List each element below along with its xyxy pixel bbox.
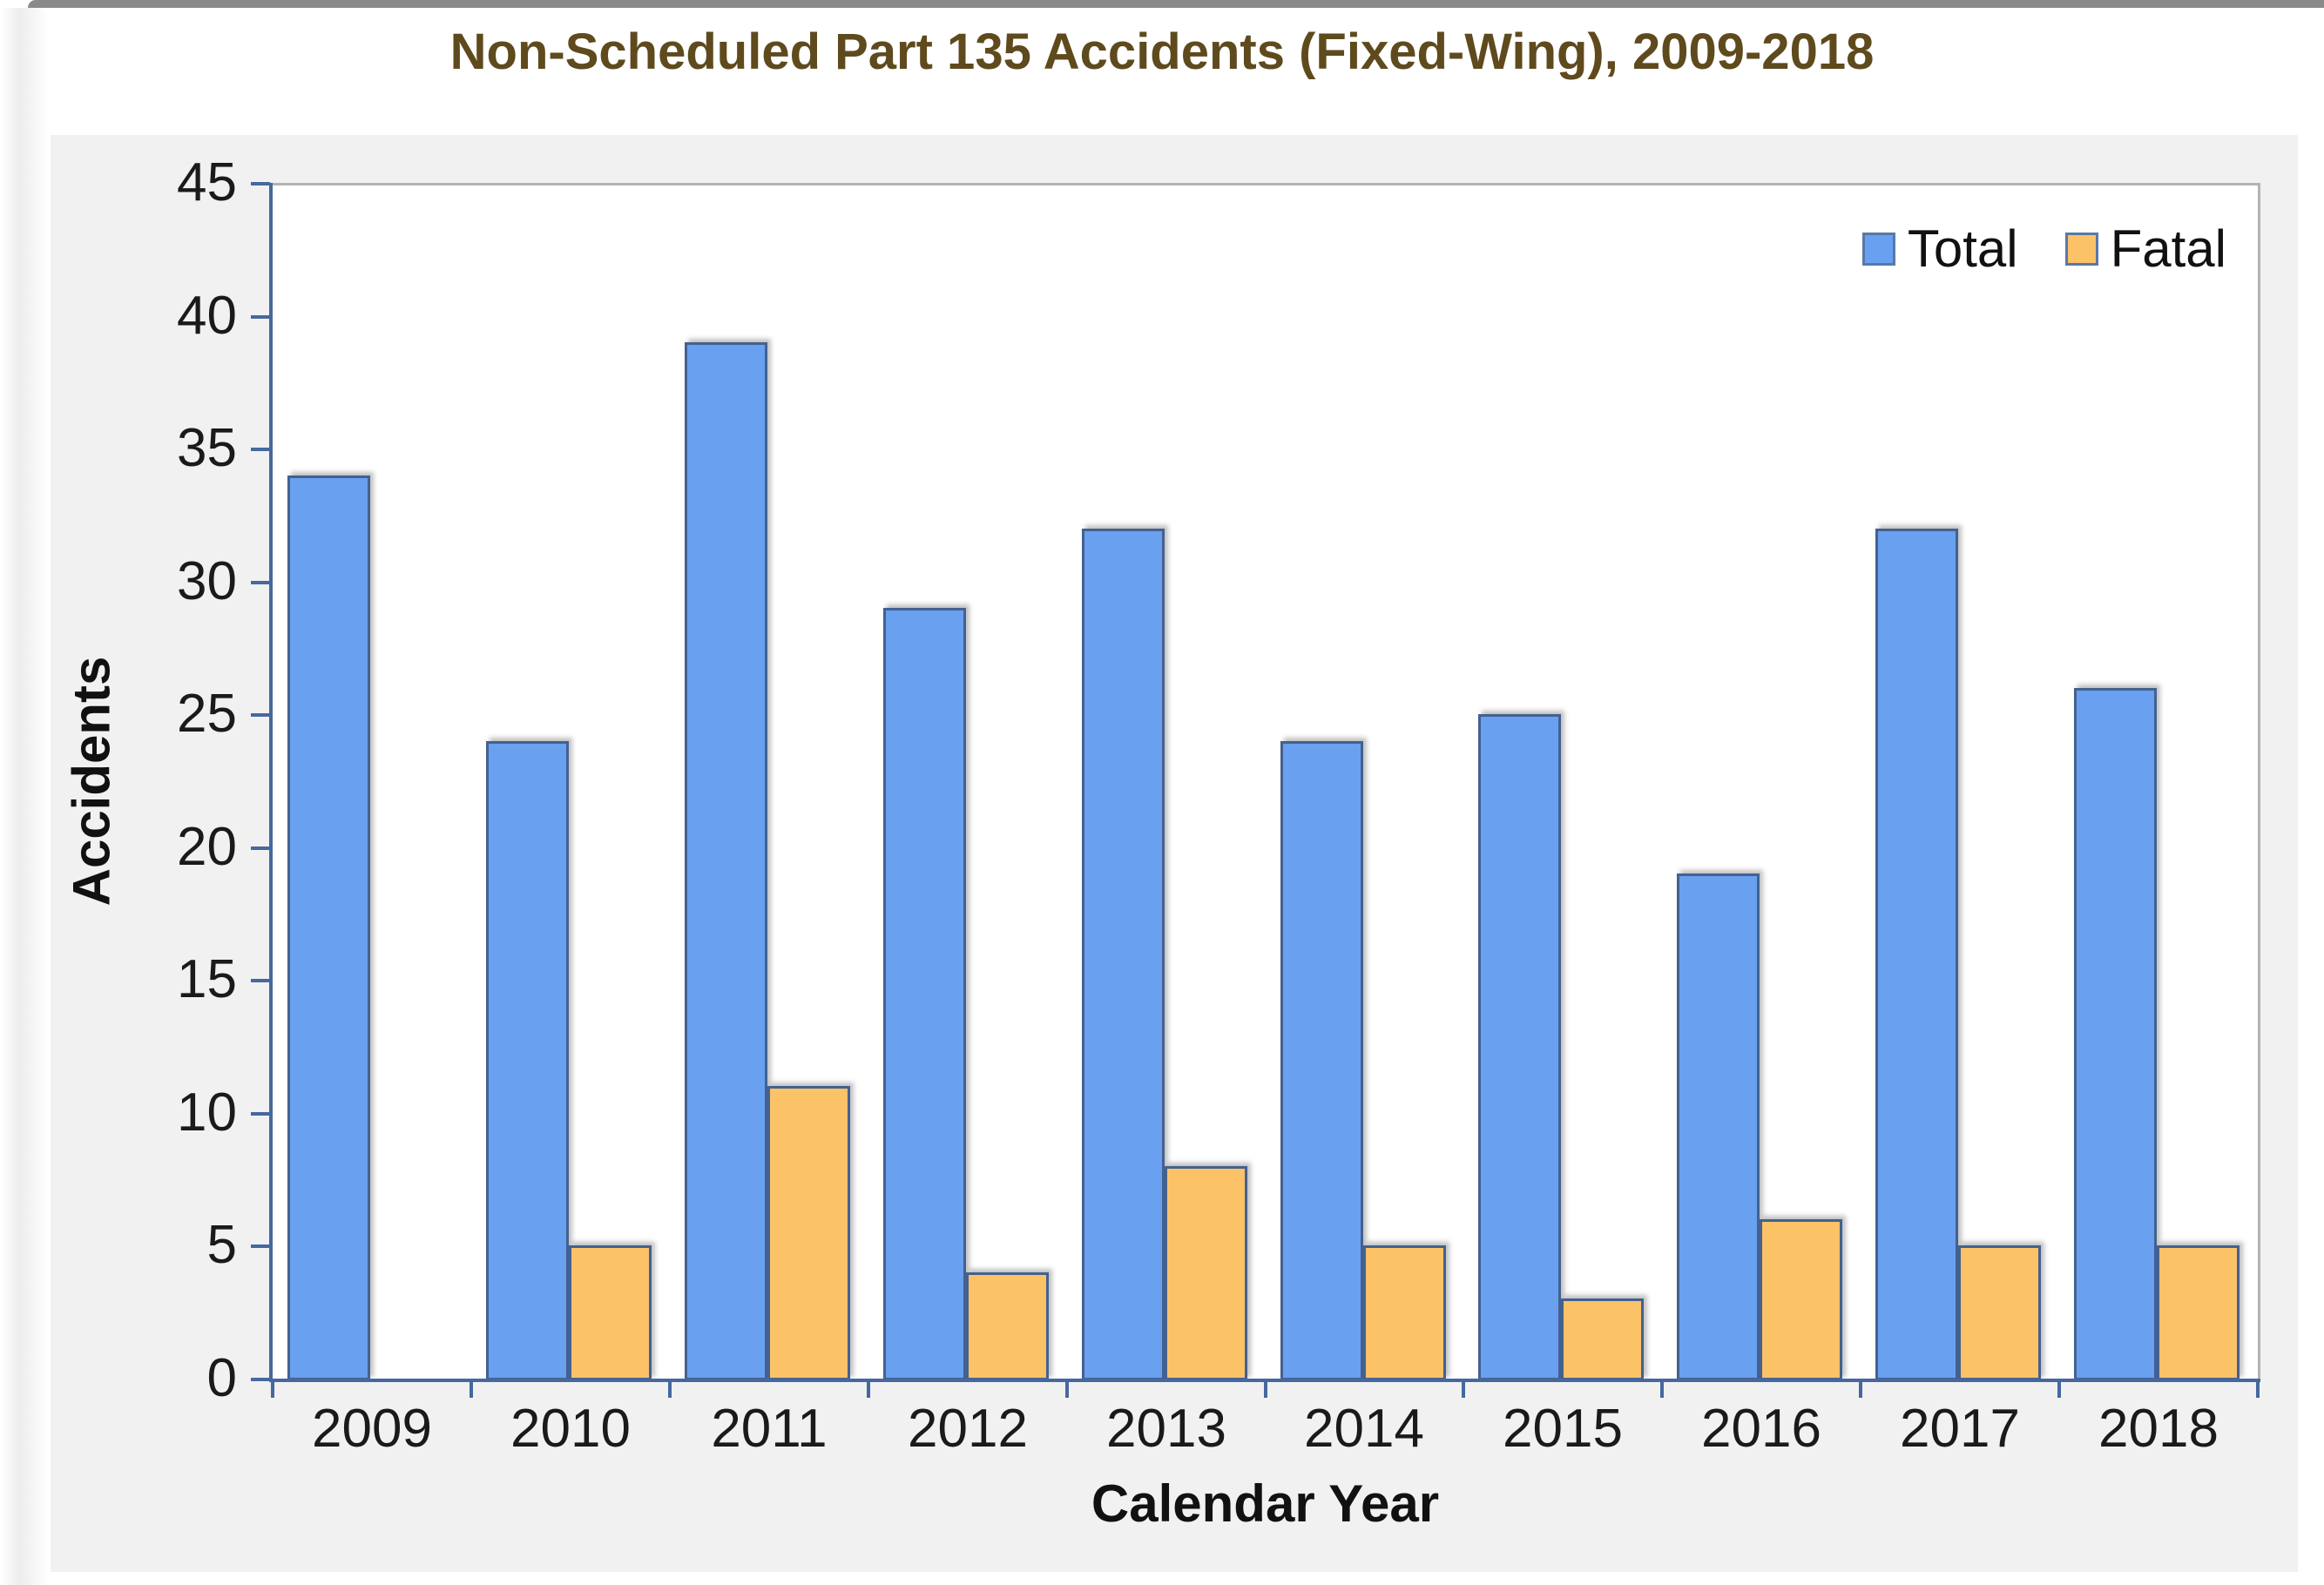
y-tick-mark (251, 314, 270, 319)
x-axis-title: Calendar Year (1091, 1474, 1440, 1533)
x-tick-mark (271, 1380, 274, 1398)
legend-item-fatal: Fatal (2064, 219, 2226, 279)
bar-fatal-2014 (1363, 1245, 1446, 1380)
bar-fatal-2012 (966, 1272, 1049, 1380)
y-tick-label: 40 (177, 285, 237, 346)
y-tick-mark (251, 846, 270, 850)
plot-right-border (2258, 183, 2260, 1381)
y-tick-mark (251, 1244, 270, 1249)
window-top-strip (28, 0, 2324, 8)
y-tick-label: 45 (177, 152, 237, 212)
y-tick-mark (251, 580, 270, 584)
bar-total-2011 (685, 342, 767, 1380)
y-tick-mark (251, 979, 270, 983)
bar-total-2012 (883, 608, 966, 1380)
bar-fatal-2018 (2157, 1245, 2240, 1380)
bar-total-2013 (1082, 529, 1165, 1380)
y-tick-label: 25 (177, 684, 237, 745)
bar-fatal-2017 (1958, 1245, 2041, 1380)
bar-total-2014 (1280, 741, 1363, 1380)
bar-fatal-2010 (569, 1245, 652, 1380)
bar-fatal-2016 (1760, 1219, 1842, 1380)
x-tick-label: 2013 (1106, 1399, 1226, 1459)
plot-area (273, 183, 2258, 1379)
x-tick-label: 2017 (1900, 1399, 2020, 1459)
legend-label-fatal: Fatal (2110, 219, 2226, 278)
x-tick-mark (1462, 1380, 1466, 1398)
bar-fatal-2013 (1165, 1166, 1247, 1380)
x-tick-label: 2016 (1701, 1399, 1821, 1459)
x-tick-label: 2015 (1503, 1399, 1623, 1459)
x-tick-mark (866, 1380, 870, 1398)
y-tick-label: 35 (177, 418, 237, 479)
bar-total-2017 (1875, 529, 1958, 1380)
y-tick-mark (251, 1378, 270, 1381)
x-tick-label: 2012 (908, 1399, 1028, 1459)
y-tick-label: 15 (177, 949, 237, 1010)
bar-total-2016 (1677, 873, 1760, 1380)
x-tick-label: 2011 (711, 1399, 828, 1459)
bar-total-2018 (2074, 688, 2157, 1380)
bar-total-2010 (486, 741, 569, 1380)
bar-total-2009 (287, 476, 370, 1380)
legend-item-total: Total (1861, 219, 2018, 279)
x-tick-mark (1660, 1380, 1665, 1398)
legend: Total Fatal (1861, 219, 2226, 279)
gridline-top (273, 183, 2260, 185)
bar-fatal-2015 (1561, 1298, 1644, 1380)
fatal-series-swatch-icon (2064, 233, 2098, 266)
chart-title: Non-Scheduled Part 135 Accidents (Fixed-… (449, 24, 1875, 80)
x-tick-mark (2057, 1380, 2062, 1398)
y-tick-label: 20 (177, 816, 237, 877)
x-tick-label: 2010 (510, 1399, 631, 1459)
x-tick-mark (469, 1380, 473, 1398)
y-tick-label: 30 (177, 550, 237, 611)
y-tick-mark (251, 182, 270, 185)
total-series-swatch-icon (1861, 233, 1895, 266)
y-axis-line (269, 183, 273, 1382)
x-tick-label: 2009 (312, 1399, 432, 1459)
bar-total-2015 (1478, 714, 1561, 1380)
x-tick-mark (1859, 1380, 1863, 1398)
x-tick-mark (1263, 1380, 1267, 1398)
page-left-shadow (0, 8, 49, 1585)
x-tick-mark (2256, 1380, 2260, 1398)
x-tick-label: 2018 (2098, 1399, 2219, 1459)
y-tick-mark (251, 713, 270, 718)
x-tick-mark (667, 1380, 672, 1398)
x-tick-mark (1064, 1380, 1069, 1398)
y-tick-label: 10 (177, 1082, 237, 1143)
y-tick-label: 5 (206, 1215, 237, 1276)
x-tick-label: 2014 (1304, 1399, 1424, 1459)
y-tick-mark (251, 1111, 270, 1116)
bar-fatal-2011 (767, 1086, 850, 1380)
y-tick-label: 0 (206, 1348, 237, 1408)
legend-label-total: Total (1907, 219, 2018, 278)
y-tick-mark (251, 448, 270, 452)
